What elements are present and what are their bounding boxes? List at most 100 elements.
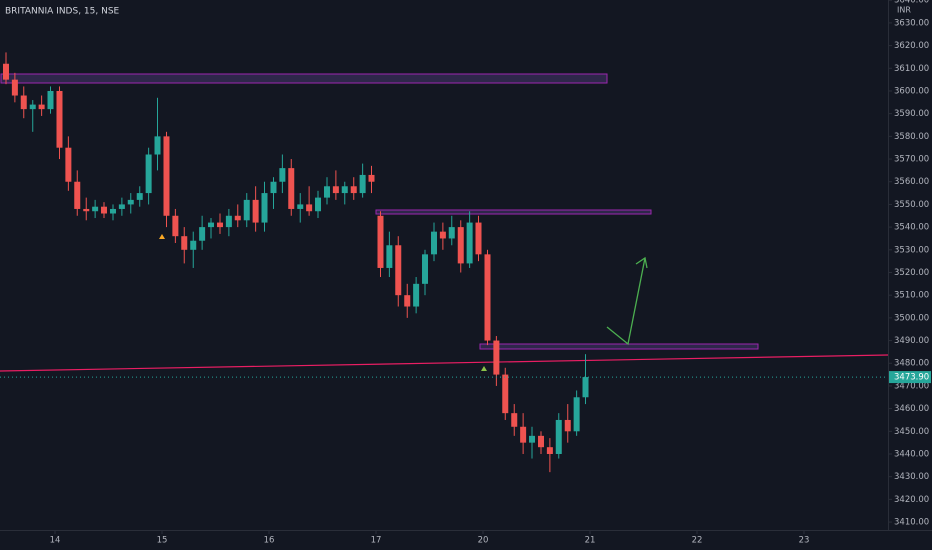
candle-body [297, 204, 304, 209]
candle-body [386, 245, 393, 268]
x-tick-label: 17 [371, 536, 382, 546]
candle-body [243, 199, 250, 221]
last-price-box [889, 371, 931, 384]
last-price-label: 3473.90 [894, 373, 929, 383]
candle-body [537, 435, 544, 448]
candle-body [38, 104, 45, 110]
trend-line [0, 354, 889, 372]
y-tick-label: 3410.00 [894, 518, 929, 528]
y-tick-label: 3610.00 [894, 64, 929, 74]
candle-body [190, 240, 197, 250]
candle-body [511, 413, 518, 427]
y-tick-label: 3600.00 [894, 86, 929, 96]
candle-body [439, 231, 446, 239]
candle-body [404, 295, 411, 307]
candle-body [502, 374, 509, 414]
currency-label: INR [897, 6, 911, 15]
candle-body [145, 154, 152, 194]
candle-body [395, 245, 402, 296]
arrow-head [635, 256, 648, 269]
candle-body [359, 174, 366, 194]
y-tick-label: 3570.00 [894, 155, 929, 165]
y-tick-label: 3500.00 [894, 313, 929, 323]
candle-body [323, 186, 330, 198]
candle-body [118, 204, 125, 209]
candle-body [573, 397, 580, 432]
candle-body [582, 377, 589, 398]
candles [2, 52, 589, 473]
candle-body [2, 63, 9, 80]
candle-body [413, 283, 420, 307]
y-tick-label: 3430.00 [894, 472, 929, 482]
projection-arrow [606, 257, 646, 346]
y-tick-label: 3470.00 [894, 381, 929, 391]
candle-body [56, 90, 63, 148]
candle-body [109, 208, 116, 214]
y-tick-label: 3620.00 [894, 41, 929, 51]
candle-body [136, 193, 143, 200]
candle-body [199, 227, 206, 241]
y-tick-label: 3420.00 [894, 495, 929, 505]
candle-body [430, 231, 437, 255]
candle-body [47, 90, 54, 110]
chart-title: BRITANNIA INDS, 15, NSE [5, 7, 120, 17]
candle-body [261, 193, 268, 223]
y-tick-label: 3510.00 [894, 291, 929, 301]
candle-body [315, 197, 322, 212]
zone [479, 343, 759, 350]
candle-body [127, 199, 134, 205]
signal-marker [159, 234, 165, 239]
candle-body [92, 206, 99, 212]
candle-body [493, 340, 500, 375]
candle-body [83, 208, 90, 212]
y-tick-label: 3490.00 [894, 336, 929, 346]
candle-body [20, 95, 27, 110]
y-tick-label: 3550.00 [894, 200, 929, 210]
candle-body [65, 147, 72, 182]
candle-body [377, 215, 384, 268]
y-tick-label: 3580.00 [894, 132, 929, 142]
y-tick-label: 3440.00 [894, 449, 929, 459]
candle-body [181, 236, 188, 250]
candle-body [270, 181, 277, 194]
y-tick-label: 3560.00 [894, 177, 929, 187]
candle-body [288, 168, 295, 209]
y-tick-label: 3590.00 [894, 109, 929, 119]
y-tick-label: 3530.00 [894, 245, 929, 255]
y-tick-label: 3630.00 [894, 18, 929, 28]
signal-marker [481, 366, 487, 371]
y-tick-label: 3450.00 [894, 427, 929, 437]
candle-body [564, 419, 571, 432]
candle-body [208, 222, 215, 228]
x-tick-label: 14 [50, 536, 61, 546]
candle-body [350, 186, 357, 194]
candle-body [216, 222, 223, 228]
drawings [0, 73, 889, 372]
candle-body [11, 79, 18, 96]
candle-body [484, 254, 491, 341]
candle-body [29, 104, 36, 110]
candle-body [475, 222, 482, 255]
candle-body [341, 186, 348, 194]
candle-body [163, 136, 170, 216]
x-tick-label: 23 [799, 536, 810, 546]
candle-body [225, 215, 232, 228]
zone [375, 209, 652, 215]
candle-body [154, 136, 161, 155]
candle-body [448, 227, 455, 239]
candle-body [546, 447, 553, 454]
candle-body [306, 204, 313, 212]
candle-body [457, 227, 464, 264]
candle-body [368, 174, 375, 182]
candle-body [555, 419, 562, 454]
y-tick-label: 3540.00 [894, 223, 929, 233]
x-tick-label: 22 [692, 536, 703, 546]
x-tick-label: 20 [478, 536, 489, 546]
y-tick-label: 3480.00 [894, 359, 929, 369]
y-tick-label: 3460.00 [894, 404, 929, 414]
candle-body [101, 206, 108, 214]
y-tick-label: 3520.00 [894, 268, 929, 278]
candle-body [422, 254, 429, 284]
x-tick-label: 21 [585, 536, 596, 546]
